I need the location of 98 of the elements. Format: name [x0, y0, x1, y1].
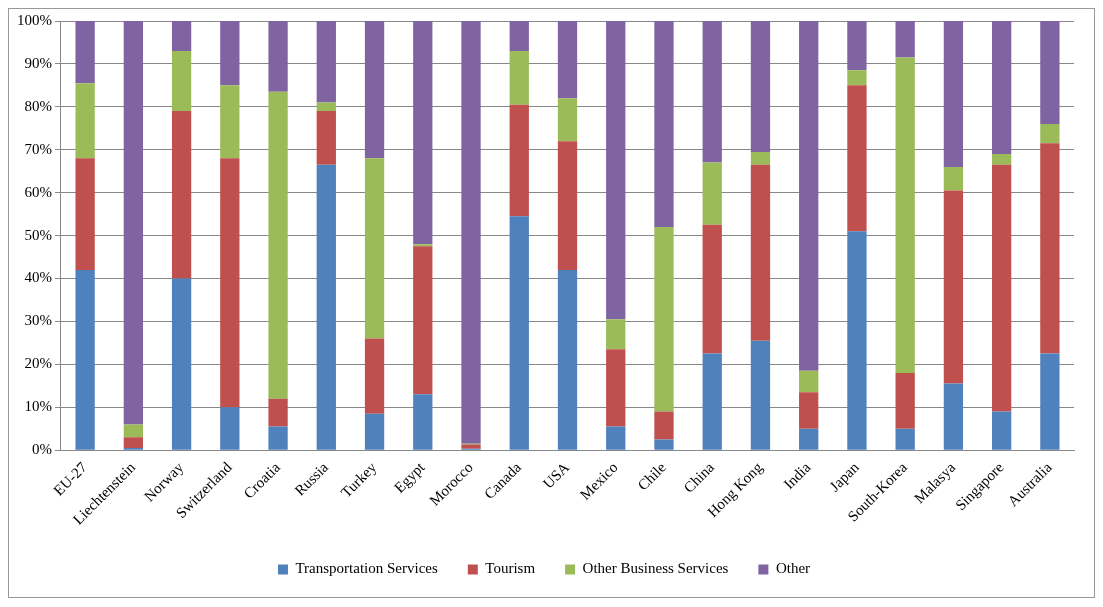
y-tick-label: 50% — [24, 226, 52, 243]
bar — [557, 98, 578, 142]
legend-label: Transportation Services — [295, 560, 438, 577]
bar — [702, 21, 722, 163]
bar — [606, 319, 626, 350]
bar — [557, 141, 578, 270]
bar — [75, 158, 95, 270]
bar — [557, 269, 578, 450]
y-tick-label: 10% — [24, 398, 52, 415]
bar — [702, 353, 722, 450]
bar — [943, 190, 964, 384]
bar — [895, 428, 915, 450]
bar — [606, 426, 626, 450]
y-tick-label: 0% — [32, 441, 52, 458]
bar — [123, 21, 143, 425]
bar — [799, 428, 819, 450]
bar — [220, 407, 240, 450]
bar — [268, 21, 288, 92]
bar — [895, 372, 915, 429]
bar — [509, 51, 529, 105]
bar — [992, 164, 1012, 412]
bar — [461, 444, 481, 449]
bar — [557, 21, 578, 99]
bar — [509, 21, 529, 52]
bar — [461, 21, 481, 444]
bar — [943, 383, 964, 450]
bar — [364, 413, 385, 450]
bar — [654, 411, 674, 440]
bar — [1040, 353, 1060, 450]
bar — [413, 21, 433, 245]
bar — [750, 151, 771, 165]
bar — [799, 370, 819, 393]
y-tick-label: 30% — [24, 312, 52, 329]
bar — [702, 224, 722, 354]
bar — [847, 85, 867, 232]
bar — [75, 83, 95, 159]
y-tick-label: 80% — [24, 97, 52, 114]
bar — [413, 246, 433, 395]
bar — [943, 166, 964, 191]
bar — [316, 164, 336, 450]
bar — [413, 394, 433, 450]
bar — [702, 162, 722, 225]
y-tick-label: 100% — [17, 11, 52, 28]
bar — [847, 21, 867, 71]
bar — [171, 51, 192, 112]
bar — [220, 85, 240, 159]
bar — [654, 439, 674, 450]
bar — [1040, 143, 1060, 354]
bar — [606, 349, 626, 427]
bar — [364, 338, 385, 414]
bar — [606, 21, 626, 320]
bar — [992, 154, 1012, 165]
bar — [75, 21, 95, 84]
bar — [268, 426, 288, 450]
x-tick-label: USA — [539, 458, 573, 492]
bar — [268, 91, 288, 399]
legend-label: Other Business Services — [582, 560, 729, 577]
bar — [509, 216, 529, 450]
legend-label: Other — [775, 560, 811, 577]
bar — [123, 424, 143, 438]
bar — [123, 437, 143, 448]
bar — [220, 21, 240, 86]
bar — [171, 111, 192, 279]
bar — [654, 226, 674, 412]
y-tick-label: 90% — [24, 54, 52, 71]
bar — [750, 340, 771, 450]
bar — [268, 398, 288, 427]
bar — [509, 104, 529, 217]
bar — [75, 269, 95, 450]
x-tick-label: Chile — [634, 458, 670, 494]
bar — [220, 158, 240, 408]
bar — [992, 21, 1012, 155]
y-tick-label: 20% — [24, 355, 52, 372]
bar — [413, 244, 433, 247]
bar — [895, 21, 915, 58]
y-tick-label: 60% — [24, 183, 52, 200]
bar — [364, 21, 385, 159]
y-tick-label: 40% — [24, 269, 52, 286]
bar — [895, 57, 915, 373]
bar — [316, 21, 336, 103]
bar — [1040, 21, 1060, 124]
bar — [943, 21, 964, 167]
bar — [847, 70, 867, 86]
bar — [171, 278, 192, 450]
y-tick-label: 70% — [24, 140, 52, 157]
bar — [316, 111, 336, 165]
bar — [171, 21, 192, 52]
bar — [364, 158, 385, 339]
bar — [316, 102, 336, 112]
bar — [750, 21, 771, 152]
bar — [799, 21, 819, 371]
bar — [654, 21, 674, 227]
bar — [799, 392, 819, 429]
bar — [847, 231, 867, 450]
legend-label: Tourism — [485, 560, 536, 577]
bar — [750, 164, 771, 341]
bar — [992, 411, 1012, 450]
bar — [1040, 123, 1060, 144]
